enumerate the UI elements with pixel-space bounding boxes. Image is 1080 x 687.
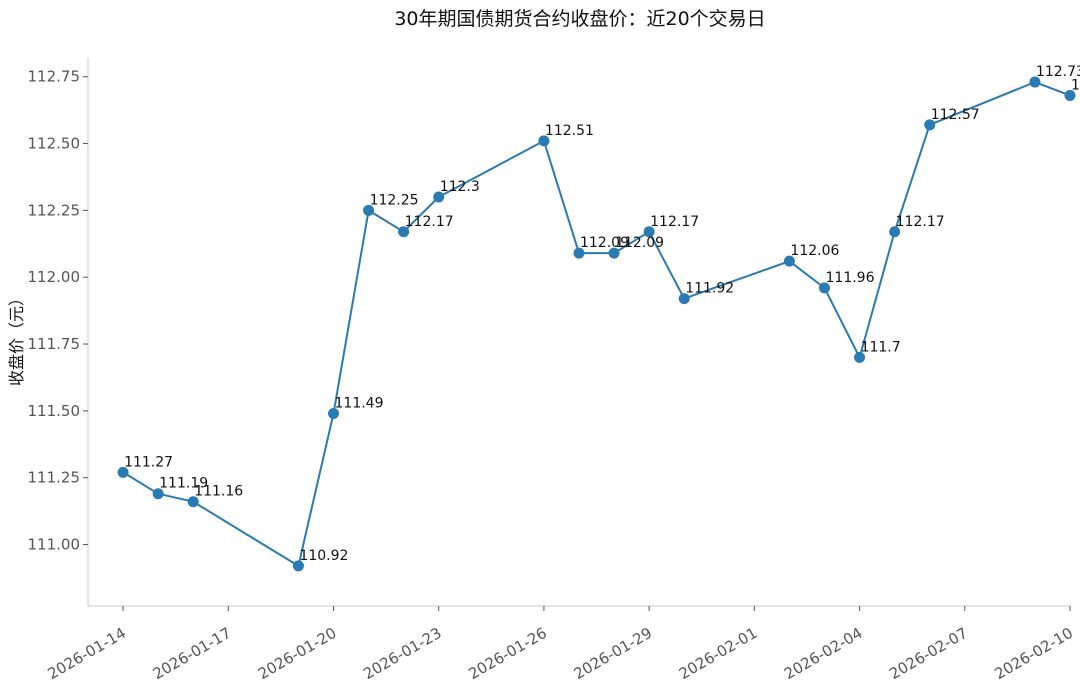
- data-label: 111.19: [159, 476, 208, 492]
- data-point: [152, 488, 164, 500]
- data-point: [187, 496, 199, 508]
- data-label: 111.16: [194, 484, 243, 500]
- data-point: [117, 466, 129, 478]
- data-label: 112.51: [545, 123, 594, 139]
- x-tick-label: 2026-01-29: [571, 624, 656, 683]
- y-tick-label: 111.75: [28, 335, 81, 353]
- y-tick-label: 112.25: [28, 201, 81, 219]
- x-tick-label: 2026-02-01: [676, 624, 761, 683]
- data-point: [643, 226, 655, 238]
- series-layer: [117, 76, 1076, 572]
- x-tick-label: 2026-01-23: [360, 624, 445, 683]
- data-label: 112.17: [650, 214, 699, 230]
- y-tick-label: 112.50: [28, 135, 81, 153]
- data-label: 112.09: [580, 235, 629, 251]
- y-tick-label: 112.75: [28, 68, 81, 86]
- x-tick-label: 2026-02-04: [781, 624, 866, 683]
- axes: 111.00 111.25 111.50 111.75 112.00 112.25 112.…: [28, 58, 1076, 683]
- data-label: 110.92: [299, 548, 348, 564]
- data-label: 112.68: [1071, 77, 1080, 93]
- data-label: 112.57: [931, 107, 980, 123]
- x-tick-label: 2026-02-10: [991, 624, 1076, 683]
- data-point: [1029, 76, 1041, 88]
- data-point: [538, 135, 550, 147]
- data-label: 111.49: [335, 396, 384, 412]
- data-point: [854, 351, 866, 363]
- y-tick-label: 111.00: [28, 536, 81, 554]
- data-point: [819, 282, 830, 294]
- data-label: 111.7: [861, 339, 901, 355]
- data-label: 112.3: [440, 179, 480, 195]
- series-line: [122, 81, 1071, 567]
- x-tick-label: 2026-02-07: [886, 624, 971, 683]
- data-point: [398, 226, 410, 238]
- y-tick-label: 112.00: [28, 268, 81, 286]
- data-point: [924, 119, 936, 131]
- data-point: [889, 226, 901, 238]
- data-label: 111.92: [685, 281, 734, 297]
- data-label: 112.09: [615, 235, 664, 251]
- data-point: [573, 247, 585, 259]
- x-tick-label: 2026-01-26: [465, 624, 550, 683]
- x-tick-label: 2026-01-20: [255, 624, 340, 683]
- data-point: [433, 191, 445, 203]
- data-label: 111.27: [124, 454, 173, 470]
- data-label: 112.17: [896, 214, 945, 230]
- data-point: [783, 255, 795, 267]
- y-tick-label: 111.25: [28, 469, 81, 487]
- y-tick-label: 111.50: [28, 402, 81, 420]
- chart-title: 30年期国债期货合约收盘价：近20个交易日: [394, 8, 765, 30]
- data-point: [328, 408, 339, 420]
- data-label: 112.17: [405, 214, 454, 230]
- data-label: 112.73: [1036, 64, 1080, 80]
- data-point: [608, 247, 620, 259]
- data-label: 111.96: [826, 270, 875, 286]
- x-tick-label: 2026-01-14: [45, 624, 130, 683]
- data-point: [292, 560, 304, 572]
- data-point: [363, 204, 375, 216]
- data-label: 112.06: [790, 243, 839, 259]
- data-label: 112.25: [370, 192, 419, 208]
- x-tick-label: 2026-01-17: [150, 624, 235, 683]
- y-axis-label: 收盘价（元）: [7, 290, 26, 386]
- data-point: [1064, 89, 1076, 101]
- data-point: [678, 293, 690, 305]
